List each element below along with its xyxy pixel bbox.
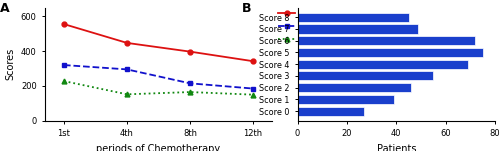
Line: PLR Scores: PLR Scores (62, 79, 256, 97)
Bar (298, 36, 476, 45)
CoNLR-PLR Scores (61, 23, 67, 25)
Bar (298, 83, 411, 92)
CoNLR-PLR Scores (250, 60, 256, 62)
Bar (298, 71, 434, 80)
Legend: CoNLR-PLR Scores, NLR Scores, PLR Scores: CoNLR-PLR Scores, NLR Scores, PLR Scores (278, 9, 370, 44)
Bar (298, 48, 482, 57)
Text: A: A (0, 2, 9, 15)
Line: NLR Scores: NLR Scores (62, 63, 256, 91)
Bar (298, 106, 364, 116)
Bar (298, 13, 408, 22)
PLR Scores (61, 80, 67, 82)
NLR Scores (250, 88, 256, 90)
PLR Scores (124, 93, 130, 95)
PLR Scores (250, 94, 256, 96)
Bar (298, 60, 468, 69)
X-axis label: Patients: Patients (376, 144, 416, 151)
Y-axis label: Scores: Scores (5, 48, 15, 80)
PLR Scores (187, 91, 193, 93)
Line: CoNLR-PLR Scores: CoNLR-PLR Scores (62, 22, 256, 64)
Bar (298, 95, 394, 104)
CoNLR-PLR Scores (124, 42, 130, 44)
NLR Scores (187, 82, 193, 84)
Bar (298, 24, 418, 34)
Text: B: B (242, 2, 252, 15)
NLR Scores (124, 69, 130, 70)
CoNLR-PLR Scores (187, 51, 193, 53)
NLR Scores (61, 64, 67, 66)
X-axis label: periods of Chemotherapy: periods of Chemotherapy (96, 144, 220, 151)
